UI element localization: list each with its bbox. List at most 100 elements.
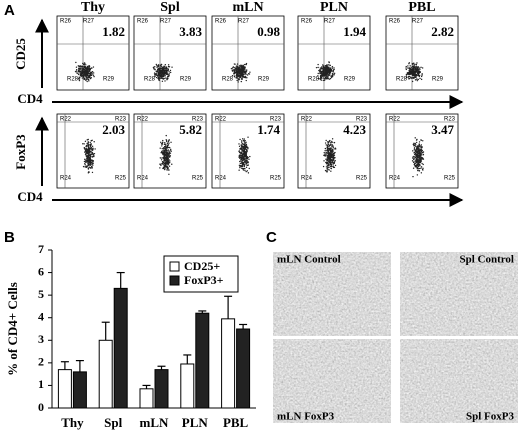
cell-dot [325, 155, 327, 157]
gate-label: R26 [215, 19, 227, 25]
cell-dot [88, 159, 90, 161]
cell-dot [165, 73, 167, 76]
cell-dot [167, 64, 170, 66]
cell-dot [329, 164, 331, 166]
gate-label: R26 [137, 19, 149, 25]
cell-dot [328, 78, 331, 80]
cell-dot [160, 76, 162, 78]
cell-dot [89, 69, 91, 72]
cell-dot [249, 155, 251, 158]
cell-dot [417, 163, 419, 165]
cell-dot [417, 169, 419, 172]
image-label: mLN Control [277, 254, 341, 266]
plot-frame [385, 15, 459, 91]
cell-dot [235, 71, 237, 74]
cell-dot [420, 75, 423, 78]
cell-dot [84, 74, 87, 76]
cell-dot [333, 157, 335, 159]
cell-dot [237, 81, 239, 83]
cell-dot [169, 69, 172, 72]
cell-dot [166, 77, 168, 79]
cell-dot [235, 76, 238, 78]
cell-dot [162, 157, 164, 159]
cell-dot [90, 76, 92, 79]
cell-dot [168, 142, 170, 144]
cell-dot [420, 153, 422, 156]
cell-dot [405, 68, 408, 71]
cell-dot [80, 75, 83, 77]
cell-dot [326, 146, 328, 149]
cell-dot [84, 151, 86, 153]
cell-dot [165, 149, 168, 152]
cell-dot [160, 65, 162, 67]
cell-dot [83, 77, 86, 80]
cell-dot [158, 67, 160, 69]
cell-dot [154, 75, 156, 78]
cell-dot [85, 147, 87, 150]
cell-dot [332, 71, 334, 73]
gate-label: R27 [412, 19, 424, 25]
cell-dot [160, 157, 162, 159]
cell-dot [246, 164, 249, 167]
cell-dot [326, 144, 328, 146]
cell-dot [413, 153, 416, 156]
cell-dot [88, 68, 90, 71]
cell-dot [416, 79, 418, 82]
cell-dot [78, 76, 80, 78]
cell-dot [419, 154, 422, 157]
cell-dot [241, 140, 243, 142]
cell-dot [327, 67, 330, 69]
cell-dot [244, 142, 246, 144]
cell-dot [92, 153, 94, 156]
cell-dot [239, 155, 241, 157]
cell-dot [327, 162, 329, 165]
cell-dot [245, 63, 247, 66]
cell-dot [84, 153, 87, 156]
cell-dot [330, 69, 333, 71]
cell-dot [160, 164, 162, 167]
cell-dot [326, 161, 328, 163]
cell-dot [420, 172, 423, 174]
cell-dot [162, 75, 164, 78]
cell-dot [169, 155, 172, 157]
cell-dot [85, 145, 87, 148]
cell-dot [322, 65, 325, 67]
cell-dot [334, 148, 337, 150]
cell-dot [244, 67, 246, 69]
cell-dot [332, 145, 334, 147]
cell-dot [419, 157, 421, 160]
cell-dot [334, 164, 337, 167]
cell-dot [329, 143, 332, 146]
cell-dot [168, 73, 170, 75]
cell-dot [164, 161, 167, 164]
gate-label: R23 [192, 117, 204, 123]
cell-dot [414, 67, 416, 70]
cell-dot [244, 139, 246, 142]
cell-dot [84, 158, 86, 160]
cell-dot [157, 68, 159, 71]
cell-dot [413, 148, 416, 150]
gate-label: R28 [144, 77, 156, 83]
cell-dot [155, 76, 158, 79]
cell-dot [166, 166, 168, 168]
cell-dot [415, 141, 418, 144]
cell-dot [162, 148, 165, 150]
cell-dot [233, 69, 236, 71]
cell-dot [168, 173, 170, 175]
cell-dot [324, 169, 327, 172]
cell-dot [244, 63, 246, 66]
cell-dot [242, 160, 244, 162]
gate-label: R24 [389, 176, 401, 182]
cell-dot [236, 77, 238, 79]
cell-dot [84, 71, 87, 73]
cell-dot [162, 161, 165, 163]
bar [98, 339, 113, 409]
axis-label: CD25 [13, 38, 28, 70]
cell-dot [238, 169, 240, 171]
image-label: Spl Control [459, 254, 514, 266]
cell-dot [333, 166, 336, 169]
cell-dot [418, 153, 420, 155]
cell-dot [331, 146, 333, 148]
cell-dot [159, 147, 161, 149]
cell-dot [415, 76, 417, 79]
